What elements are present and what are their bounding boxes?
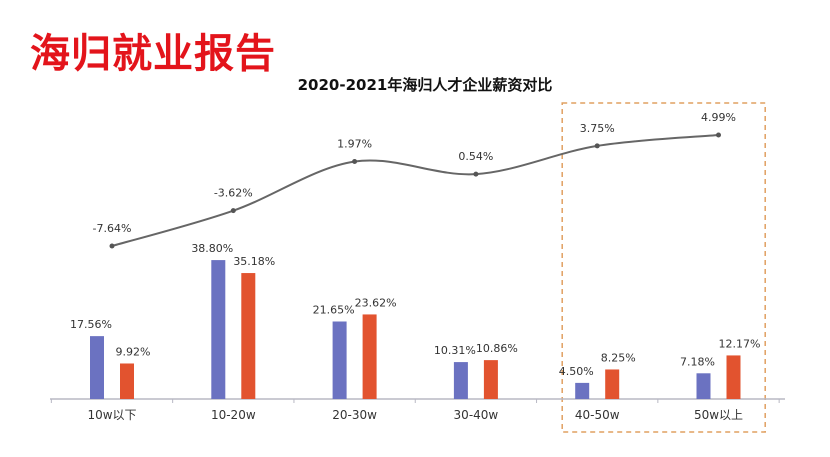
line-point bbox=[716, 132, 721, 138]
chart-title: 2020-2021年海归人才企业薪资对比 bbox=[298, 76, 553, 94]
line-data-label: 1.97% bbox=[337, 138, 372, 151]
line-data-label: -7.64% bbox=[93, 222, 132, 235]
bar-2020 bbox=[575, 382, 590, 399]
x-tick-label: 50w以上 bbox=[694, 408, 743, 422]
page-title: 海归就业报告 bbox=[30, 31, 276, 77]
x-tick-label: 40-50w bbox=[575, 408, 620, 422]
change-line bbox=[111, 133, 719, 247]
bar-data-label: 4.50% bbox=[559, 365, 594, 378]
x-tick-label: 30-40w bbox=[454, 408, 499, 422]
bar-data-label: 35.18% bbox=[233, 255, 275, 268]
line-data-label: -3.62% bbox=[214, 187, 253, 200]
bar-data-label: 21.65% bbox=[313, 303, 355, 316]
bar-data-label: 17.56% bbox=[70, 318, 112, 331]
x-tick-label: 10-20w bbox=[211, 408, 256, 422]
highlight-box bbox=[561, 102, 766, 433]
bar-2020 bbox=[696, 373, 711, 399]
bar-2020 bbox=[211, 260, 226, 399]
line-data-label: 0.54% bbox=[458, 150, 493, 163]
bar-data-label: 9.92% bbox=[116, 345, 151, 358]
line-point bbox=[352, 159, 358, 165]
bar-data-label: 23.62% bbox=[355, 296, 397, 309]
line-point bbox=[109, 243, 115, 249]
x-tick-label: 10w以下 bbox=[87, 408, 136, 422]
bar-2021 bbox=[483, 360, 498, 399]
bar-data-label: 12.17% bbox=[719, 337, 761, 350]
bar-data-label: 10.31% bbox=[434, 344, 476, 357]
bar-2020 bbox=[332, 321, 347, 399]
bar-2021 bbox=[362, 314, 377, 399]
bar-data-label: 38.80% bbox=[191, 242, 233, 255]
line-point bbox=[230, 208, 236, 214]
line-point bbox=[594, 143, 600, 149]
x-tick-label: 20-30w bbox=[332, 408, 377, 422]
line-data-label: 3.75% bbox=[580, 122, 615, 135]
bar-data-label: 10.86% bbox=[476, 342, 518, 355]
bar-data-label: 8.25% bbox=[601, 351, 636, 364]
line-data-label: 4.99% bbox=[701, 111, 736, 124]
bar-data-label: 7.18% bbox=[680, 355, 715, 368]
bar-2020 bbox=[453, 362, 468, 399]
bar-2021 bbox=[241, 273, 256, 399]
bar-2021 bbox=[120, 363, 134, 399]
bar-2021 bbox=[726, 355, 741, 399]
bar-2021 bbox=[605, 369, 620, 399]
bar-2020 bbox=[90, 336, 104, 399]
line-point bbox=[473, 171, 479, 177]
